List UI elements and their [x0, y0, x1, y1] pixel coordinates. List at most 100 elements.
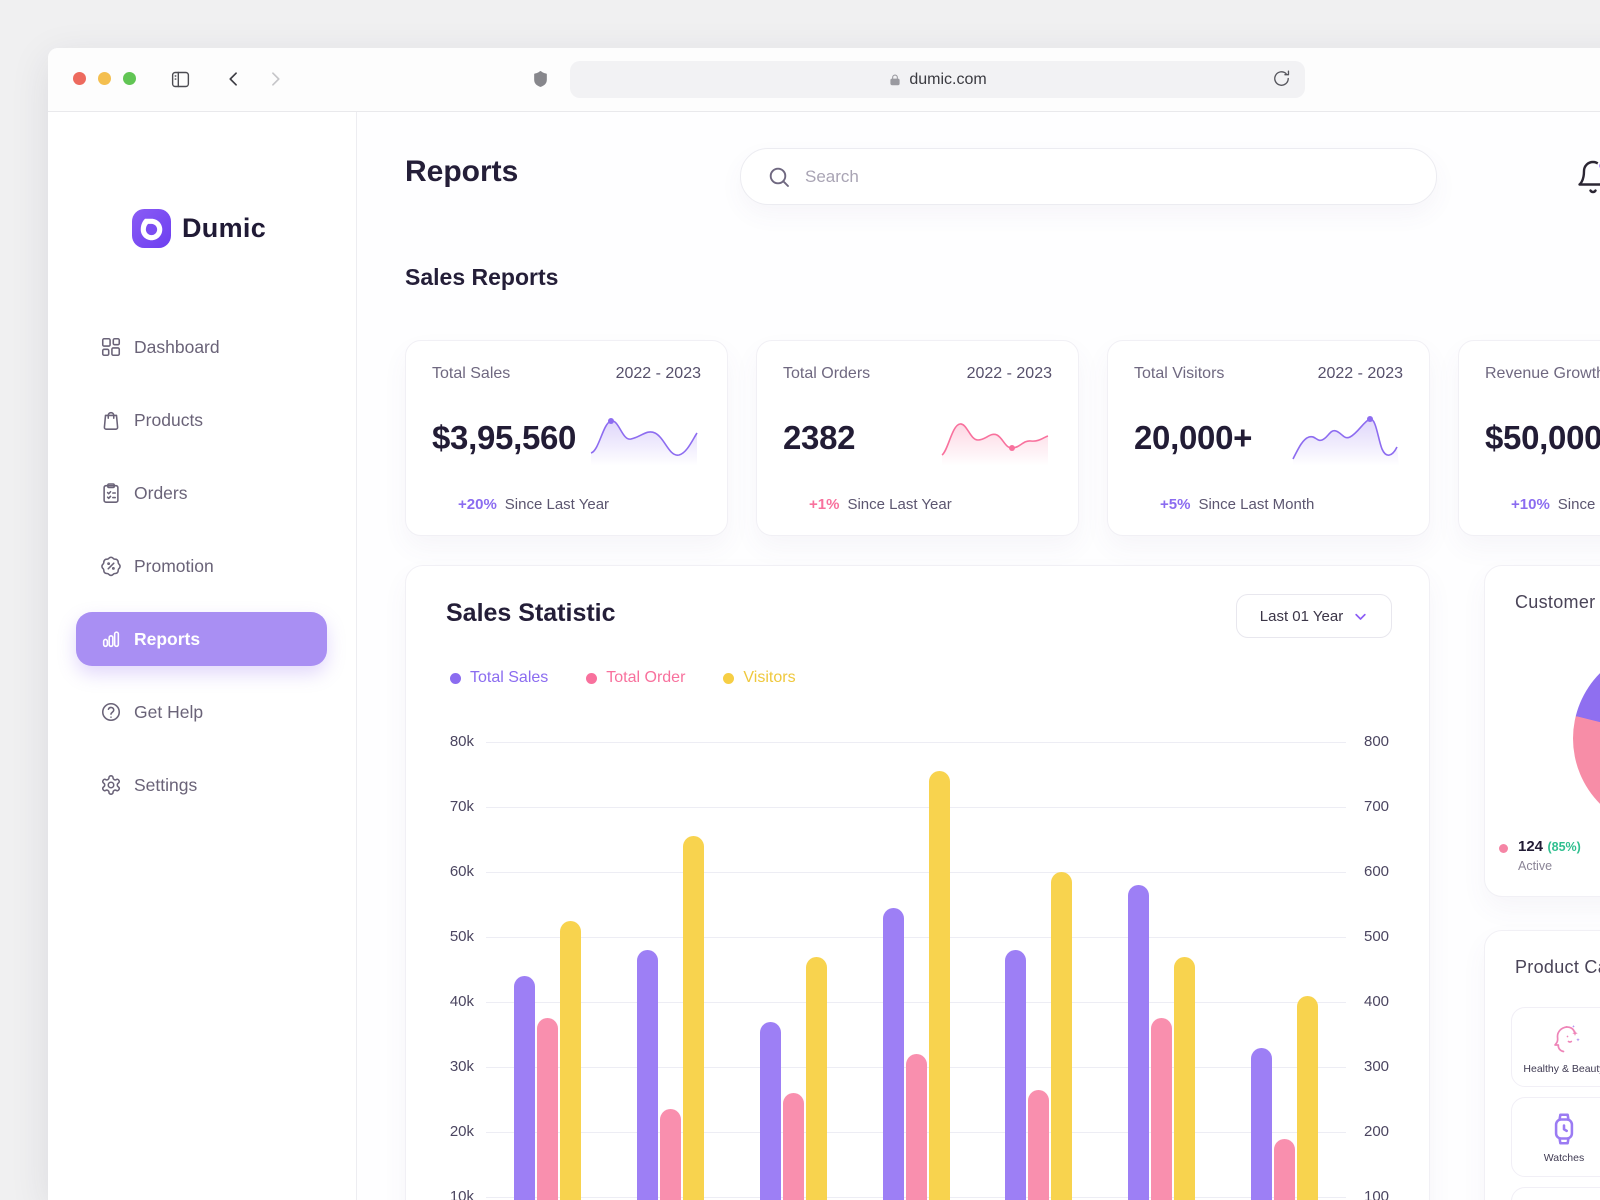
- sidebar-item-label: Settings: [134, 774, 198, 795]
- sidebar-item-promotion[interactable]: Promotion: [76, 539, 327, 593]
- bar-visitors: [1297, 995, 1319, 1200]
- sidebar-item-label: Promotion: [134, 555, 214, 576]
- product-category-watches[interactable]: Watches: [1511, 1097, 1600, 1177]
- bar-visitors: [805, 956, 827, 1200]
- sidebar-item-orders[interactable]: Orders: [76, 466, 327, 520]
- stat-note: Since Last Year: [1557, 496, 1600, 513]
- lock-icon: [888, 73, 902, 87]
- y-axis-right-tick: 600: [1364, 863, 1390, 880]
- y-axis-left-tick: 70k: [449, 798, 474, 815]
- y-axis-left-tick: 40k: [449, 993, 474, 1010]
- sidebar-nav: Dashboard Products Orders Promotion Repo…: [76, 320, 327, 831]
- beauty-icon: [1544, 1019, 1584, 1059]
- stat-note: Since Last Month: [1198, 496, 1315, 513]
- active-percent: (85%): [1547, 840, 1581, 854]
- stat-label: Total Orders: [783, 365, 871, 382]
- stat-period: 2022 - 2023: [615, 365, 701, 382]
- shield-icon[interactable]: [531, 68, 550, 90]
- bar-group: [855, 742, 978, 1200]
- legend-label: Total Order: [606, 669, 686, 686]
- bar-total-sales: [882, 907, 904, 1200]
- sidebar-toggle-icon[interactable]: [170, 69, 191, 90]
- dashboard-icon: [100, 336, 122, 358]
- y-axis-left-tick: 60k: [449, 863, 474, 880]
- gridline: [486, 1002, 1346, 1003]
- sidebar-item-get-help[interactable]: Get Help: [76, 685, 327, 739]
- active-dot-icon: [1499, 844, 1508, 853]
- bar-total-sales: [1251, 1047, 1273, 1200]
- legend-item-total-order: Total Order: [586, 669, 685, 687]
- sales-reports-heading: Sales Reports: [405, 264, 559, 290]
- bar-group: [486, 742, 609, 1200]
- help-icon: [100, 701, 122, 723]
- sidebar-item-reports[interactable]: Reports: [76, 612, 327, 666]
- y-axis-right-tick: 800: [1364, 733, 1390, 750]
- stat-delta: +20%: [458, 496, 497, 513]
- chart-legend: Total Sales Total Order Visitors: [450, 669, 796, 687]
- stat-value: 20,000+: [1134, 419, 1253, 456]
- stat-card-total-visitors: Total Visitors 2022 - 2023 20,000+ +5% S…: [1107, 340, 1430, 536]
- stat-delta: +1%: [809, 496, 840, 513]
- stat-value: 2382: [783, 419, 856, 456]
- sidebar-item-label: Reports: [134, 628, 201, 649]
- bar-total-sales: [513, 976, 535, 1200]
- bar-series: [486, 742, 1346, 1200]
- page-title: Reports: [405, 155, 519, 188]
- watch-icon: [1545, 1110, 1583, 1148]
- y-axis-right-tick: 200: [1364, 1123, 1390, 1140]
- url-text: dumic.com: [909, 70, 987, 88]
- y-axis-left-tick: 10k: [449, 1188, 474, 1200]
- stat-card-total-orders: Total Orders 2022 - 2023 2382 +1% Since …: [756, 340, 1079, 536]
- product-category-item[interactable]: [1511, 1187, 1600, 1200]
- legend-dot-icon: [723, 672, 735, 684]
- bar-total-sales: [1128, 885, 1150, 1200]
- y-axis-left-tick: 20k: [449, 1123, 474, 1140]
- stat-label: Total Sales: [432, 365, 511, 382]
- sparkline-chart: [590, 418, 698, 466]
- products-icon: [100, 409, 122, 431]
- date-range-dropdown[interactable]: Last 01 Year: [1236, 594, 1392, 638]
- back-button[interactable]: [224, 69, 244, 89]
- close-window-button[interactable]: [73, 72, 86, 85]
- sidebar-item-dashboard[interactable]: Dashboard: [76, 320, 327, 374]
- y-axis-left-tick: 30k: [449, 1058, 474, 1075]
- trend-up-icon: [432, 498, 450, 511]
- stat-note: Since Last Year: [504, 496, 610, 513]
- reload-icon[interactable]: [1272, 69, 1291, 88]
- legend-label: Visitors: [743, 669, 796, 686]
- forward-button[interactable]: [265, 69, 285, 89]
- stat-label: Revenue Growth: [1485, 365, 1600, 382]
- bar-visitors: [1051, 872, 1073, 1200]
- product-category-healthy-beauty[interactable]: Healthy & Beauty: [1511, 1007, 1600, 1087]
- stat-delta: +5%: [1160, 496, 1191, 513]
- customer-card-title: Customer: [1515, 592, 1596, 612]
- product-categories-title: Product Categories: [1515, 957, 1600, 977]
- stat-value: $3,95,560: [432, 419, 577, 456]
- legend-dot-icon: [450, 672, 461, 684]
- minimize-window-button[interactable]: [98, 72, 111, 85]
- address-bar[interactable]: dumic.com: [570, 61, 1305, 98]
- sidebar-item-settings[interactable]: Settings: [76, 758, 327, 812]
- bar-group: [1223, 742, 1346, 1200]
- y-axis-right-tick: 100: [1364, 1188, 1390, 1200]
- bar-visitors: [559, 920, 581, 1200]
- bar-group: [1100, 742, 1223, 1200]
- bar-total-order: [1151, 1018, 1173, 1200]
- y-axis-right-tick: 700: [1364, 798, 1390, 815]
- settings-icon: [100, 774, 122, 796]
- search-input[interactable]: [805, 166, 1436, 187]
- bar-total-sales: [759, 1021, 781, 1200]
- date-range-value: Last 01 Year: [1259, 607, 1344, 625]
- stat-label: Total Visitors: [1134, 365, 1225, 382]
- gridline: [486, 742, 1346, 743]
- bar-total-order: [536, 1018, 558, 1200]
- notifications-bell-icon[interactable]: [1575, 159, 1600, 195]
- stat-cards-row: Total Sales 2022 - 2023 $3,95,560 +20% S…: [405, 340, 1600, 536]
- trend-down-icon: [783, 498, 801, 511]
- stat-card-revenue-growth: Revenue Growth 2022 - 2023 $50,000 +10% …: [1458, 340, 1600, 536]
- bar-group: [732, 742, 855, 1200]
- y-axis-right-tick: 400: [1364, 993, 1390, 1010]
- zoom-window-button[interactable]: [123, 72, 136, 85]
- sidebar: Dumic Dashboard Products Orders Promotio…: [48, 112, 357, 1200]
- sidebar-item-products[interactable]: Products: [76, 393, 327, 447]
